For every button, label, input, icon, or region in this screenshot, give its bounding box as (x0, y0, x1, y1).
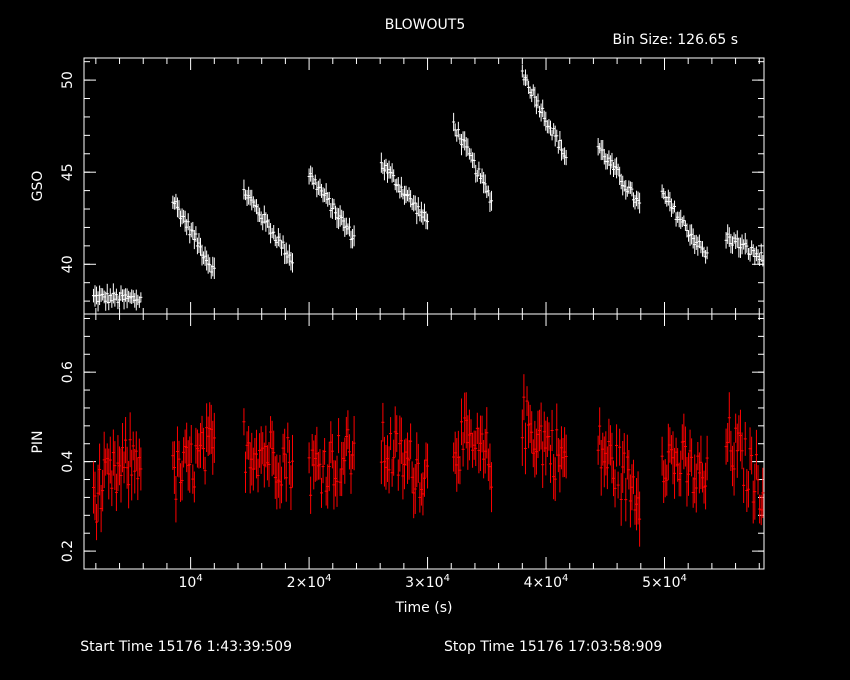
xtick-label: 2×104 (287, 573, 332, 591)
gso-ytick-label: 40 (60, 255, 76, 273)
xtick-label-base: 10 (179, 575, 197, 591)
xtick-label-base: 3×10 (405, 575, 443, 591)
start-time-label: Start Time 15176 1:43:39:509 (80, 639, 292, 655)
xtick-label-base: 2×10 (287, 575, 325, 591)
pin-ytick-label: 0.4 (60, 450, 76, 472)
chart-title: BLOWOUT5 (385, 17, 466, 33)
pin-axis-label: PIN (30, 430, 46, 453)
gso-panel: 40 45 50 GSO (30, 57, 765, 315)
pin-ytick-label: 0.6 (60, 361, 76, 383)
xtick-label-exponent: 4 (681, 573, 687, 584)
xtick-label: 104 (179, 573, 203, 591)
xtick-label: 3×104 (405, 573, 450, 591)
gso-ytick-label: 45 (60, 163, 76, 181)
gso-series (91, 64, 765, 312)
xtick-label-exponent: 4 (196, 573, 202, 584)
pin-ytick-label: 0.2 (60, 540, 76, 562)
xtick-label-exponent: 4 (444, 573, 450, 584)
xtick-label-exponent: 4 (325, 573, 331, 584)
pin-series (91, 374, 765, 547)
xtick-label-base: 5×10 (642, 575, 680, 591)
xtick-label-exponent: 4 (562, 573, 568, 584)
xtick-label: 5×104 (642, 573, 687, 591)
xtick-label: 4×104 (524, 573, 569, 591)
bin-size-label: Bin Size: 126.65 s (613, 32, 738, 48)
gso-axis-label: GSO (30, 171, 46, 202)
stop-time-label: Stop Time 15176 17:03:58:909 (444, 639, 662, 655)
gso-ytick-label: 50 (60, 71, 76, 89)
xtick-label-base: 4×10 (524, 575, 562, 591)
pin-panel-frame (83, 313, 765, 570)
time-axis-label: Time (s) (395, 600, 453, 616)
